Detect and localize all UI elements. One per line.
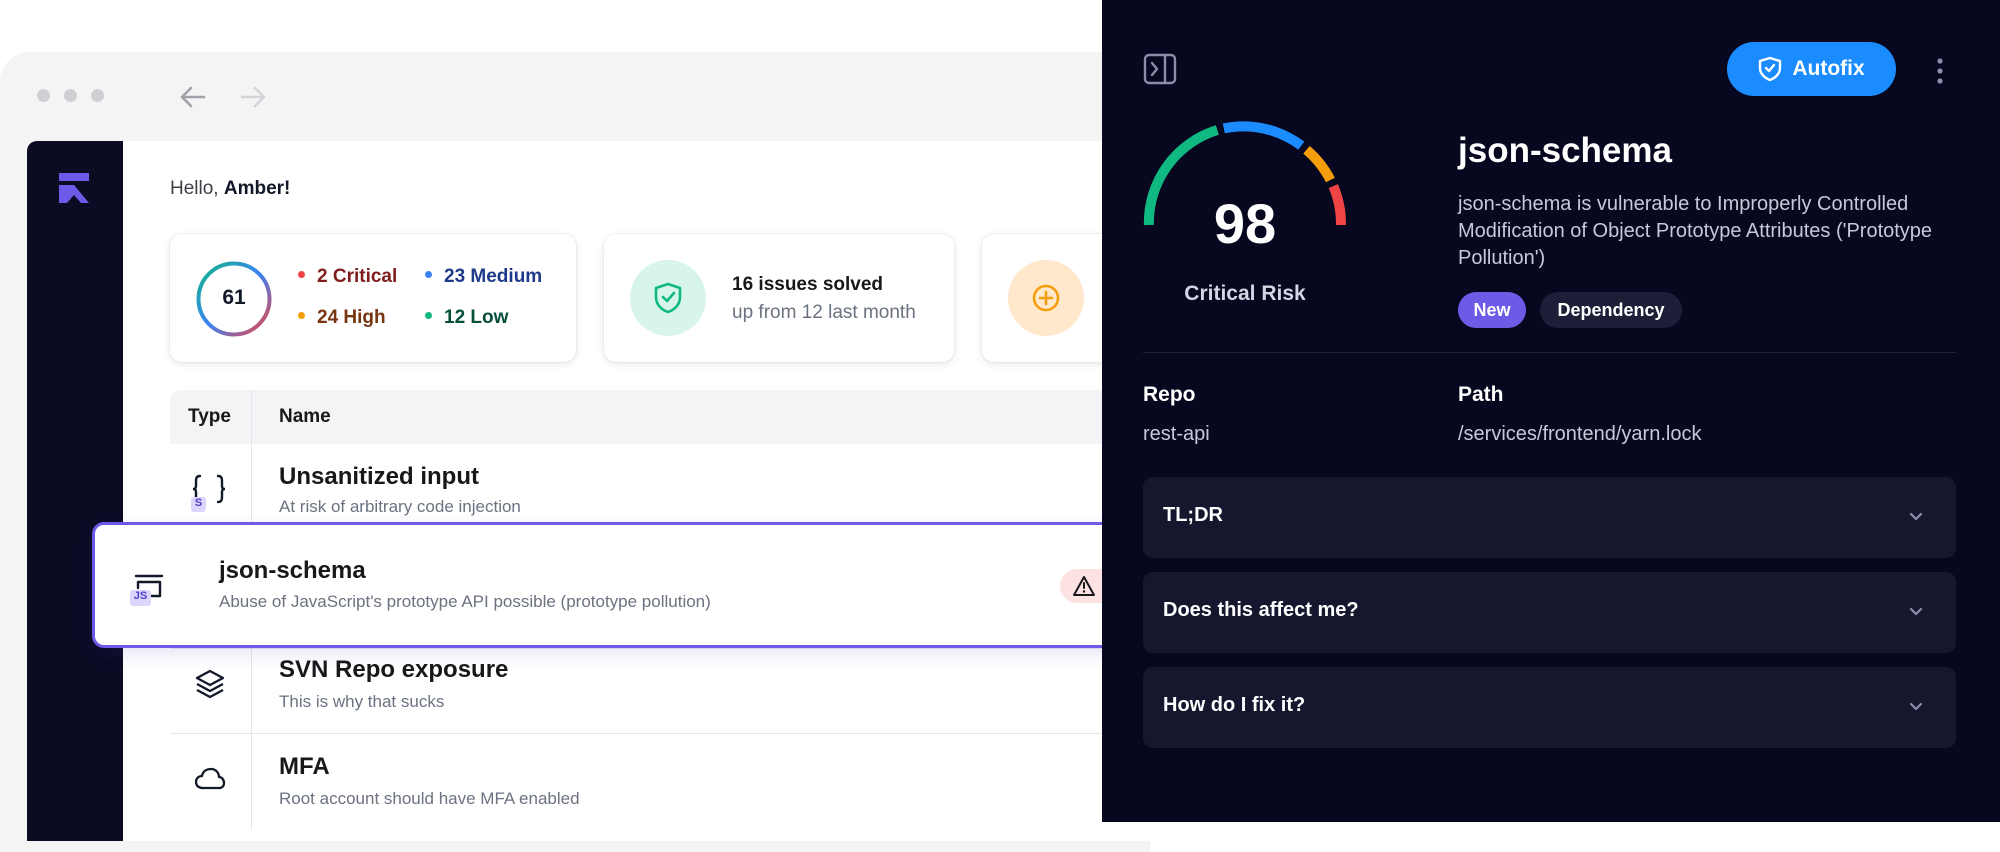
accordion-label: Does this affect me? — [1163, 599, 1359, 621]
shield-check-icon — [654, 282, 682, 314]
window-minimize-dot[interactable] — [64, 89, 77, 102]
column-header-name[interactable]: Name — [279, 406, 331, 427]
chevron-down-icon — [1909, 512, 1923, 521]
row-lang-badge: S — [194, 497, 203, 509]
code-braces-icon — [191, 474, 226, 512]
panel-description: json-schema is vulnerable to Improperly … — [1458, 193, 1933, 269]
greeting-name: Amber! — [223, 178, 291, 199]
table-header — [170, 390, 1170, 444]
accordion-how-to-fix[interactable]: How do I fix it? — [1143, 667, 1956, 748]
severity-low-label: 12 Low — [444, 307, 509, 328]
panel-divider — [1143, 352, 1956, 353]
path-value: /services/frontend/yarn.lock — [1458, 423, 1702, 445]
solved-subtitle: up from 12 last month — [732, 302, 916, 323]
row-subtitle: At risk of arbitrary code injection — [279, 497, 521, 516]
cloud-icon — [194, 767, 226, 790]
accordion-tldr[interactable]: TL;DR — [1143, 477, 1956, 558]
row-title: SVN Repo exposure — [279, 656, 509, 683]
repo-label: Repo — [1143, 383, 1196, 406]
risk-label: Critical Risk — [1184, 282, 1306, 305]
risk-score: 98 — [1213, 192, 1277, 255]
score-ring — [196, 261, 272, 337]
path-label: Path — [1458, 383, 1504, 406]
row-lang-badge: JS — [133, 590, 148, 602]
dependency-badge: Dependency — [1540, 292, 1682, 328]
table-row-selected[interactable] — [92, 522, 1172, 648]
severity-critical-label: 2 Critical — [317, 266, 398, 287]
layers-icon — [195, 669, 225, 699]
severity-low: 12 Low — [425, 307, 508, 329]
severity-high: 24 High — [298, 307, 386, 329]
accordion-label: TL;DR — [1163, 504, 1223, 526]
chevron-down-icon — [1909, 607, 1923, 616]
back-arrow-icon[interactable] — [176, 80, 210, 114]
logo-icon[interactable] — [59, 173, 89, 205]
more-options-icon[interactable] — [1930, 54, 1950, 88]
severity-critical: 2 Critical — [298, 266, 397, 288]
row-subtitle: Abuse of JavaScript's prototype API poss… — [219, 592, 711, 611]
forward-arrow-icon[interactable] — [236, 80, 270, 114]
row-title: json-schema — [219, 557, 366, 584]
row-divider — [170, 648, 1170, 649]
score-value: 61 — [222, 286, 246, 309]
solved-title: 16 issues solved — [732, 274, 884, 295]
row-divider — [170, 733, 1170, 734]
accordion-label: How do I fix it? — [1163, 694, 1306, 716]
row-title: Unsanitized input — [279, 463, 479, 490]
repo-value: rest-api — [1143, 423, 1210, 445]
row-subtitle: This is why that sucks — [279, 692, 445, 711]
plus-circle-icon — [1032, 284, 1060, 312]
window-maximize-dot[interactable] — [91, 89, 104, 102]
new-badge: New — [1458, 292, 1526, 328]
collapse-panel-icon[interactable] — [1143, 52, 1177, 86]
row-subtitle: Root account should have MFA enabled — [279, 789, 580, 808]
accordion-affects-me[interactable]: Does this affect me? — [1143, 572, 1956, 653]
package-icon — [130, 574, 164, 606]
severity-medium: 23 Medium — [425, 266, 542, 288]
autofix-label: Autofix — [1792, 57, 1865, 80]
row-title: MFA — [279, 753, 330, 780]
panel-title: json-schema — [1458, 131, 1672, 170]
column-header-type[interactable]: Type — [188, 406, 231, 427]
severity-high-label: 24 High — [317, 307, 386, 328]
greeting: Hello, Amber! — [170, 178, 290, 200]
autofix-button[interactable]: Autofix — [1727, 42, 1896, 96]
severity-medium-label: 23 Medium — [444, 266, 543, 287]
greeting-prefix: Hello, — [170, 178, 224, 199]
warning-triangle-icon — [1073, 576, 1095, 596]
shield-check-icon — [1759, 56, 1782, 82]
risk-gauge — [1143, 121, 1347, 226]
sidebar — [27, 141, 123, 841]
severity-summary-card[interactable] — [170, 234, 576, 362]
window-close-dot[interactable] — [37, 89, 50, 102]
chevron-down-icon — [1909, 702, 1923, 711]
